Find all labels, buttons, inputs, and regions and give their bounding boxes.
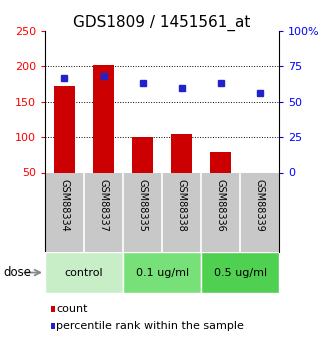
- Text: GSM88339: GSM88339: [255, 179, 265, 231]
- Bar: [123, 252, 201, 293]
- Bar: [45, 252, 123, 293]
- Text: GSM88338: GSM88338: [177, 179, 187, 231]
- Bar: [93, 65, 114, 172]
- Bar: [210, 152, 231, 172]
- Text: percentile rank within the sample: percentile rank within the sample: [56, 321, 244, 331]
- Bar: [132, 137, 153, 172]
- Text: GSM88337: GSM88337: [99, 179, 108, 232]
- Text: GSM88336: GSM88336: [216, 179, 226, 231]
- Text: GSM88334: GSM88334: [59, 179, 69, 231]
- Text: dose: dose: [3, 266, 31, 279]
- Text: control: control: [65, 268, 103, 277]
- Bar: [54, 86, 75, 172]
- Bar: [171, 134, 192, 172]
- Text: 0.1 ug/ml: 0.1 ug/ml: [135, 268, 189, 277]
- Text: GSM88335: GSM88335: [138, 179, 148, 232]
- Bar: [201, 252, 279, 293]
- Text: count: count: [56, 304, 88, 314]
- Title: GDS1809 / 1451561_at: GDS1809 / 1451561_at: [74, 15, 251, 31]
- Text: 0.5 ug/ml: 0.5 ug/ml: [214, 268, 267, 277]
